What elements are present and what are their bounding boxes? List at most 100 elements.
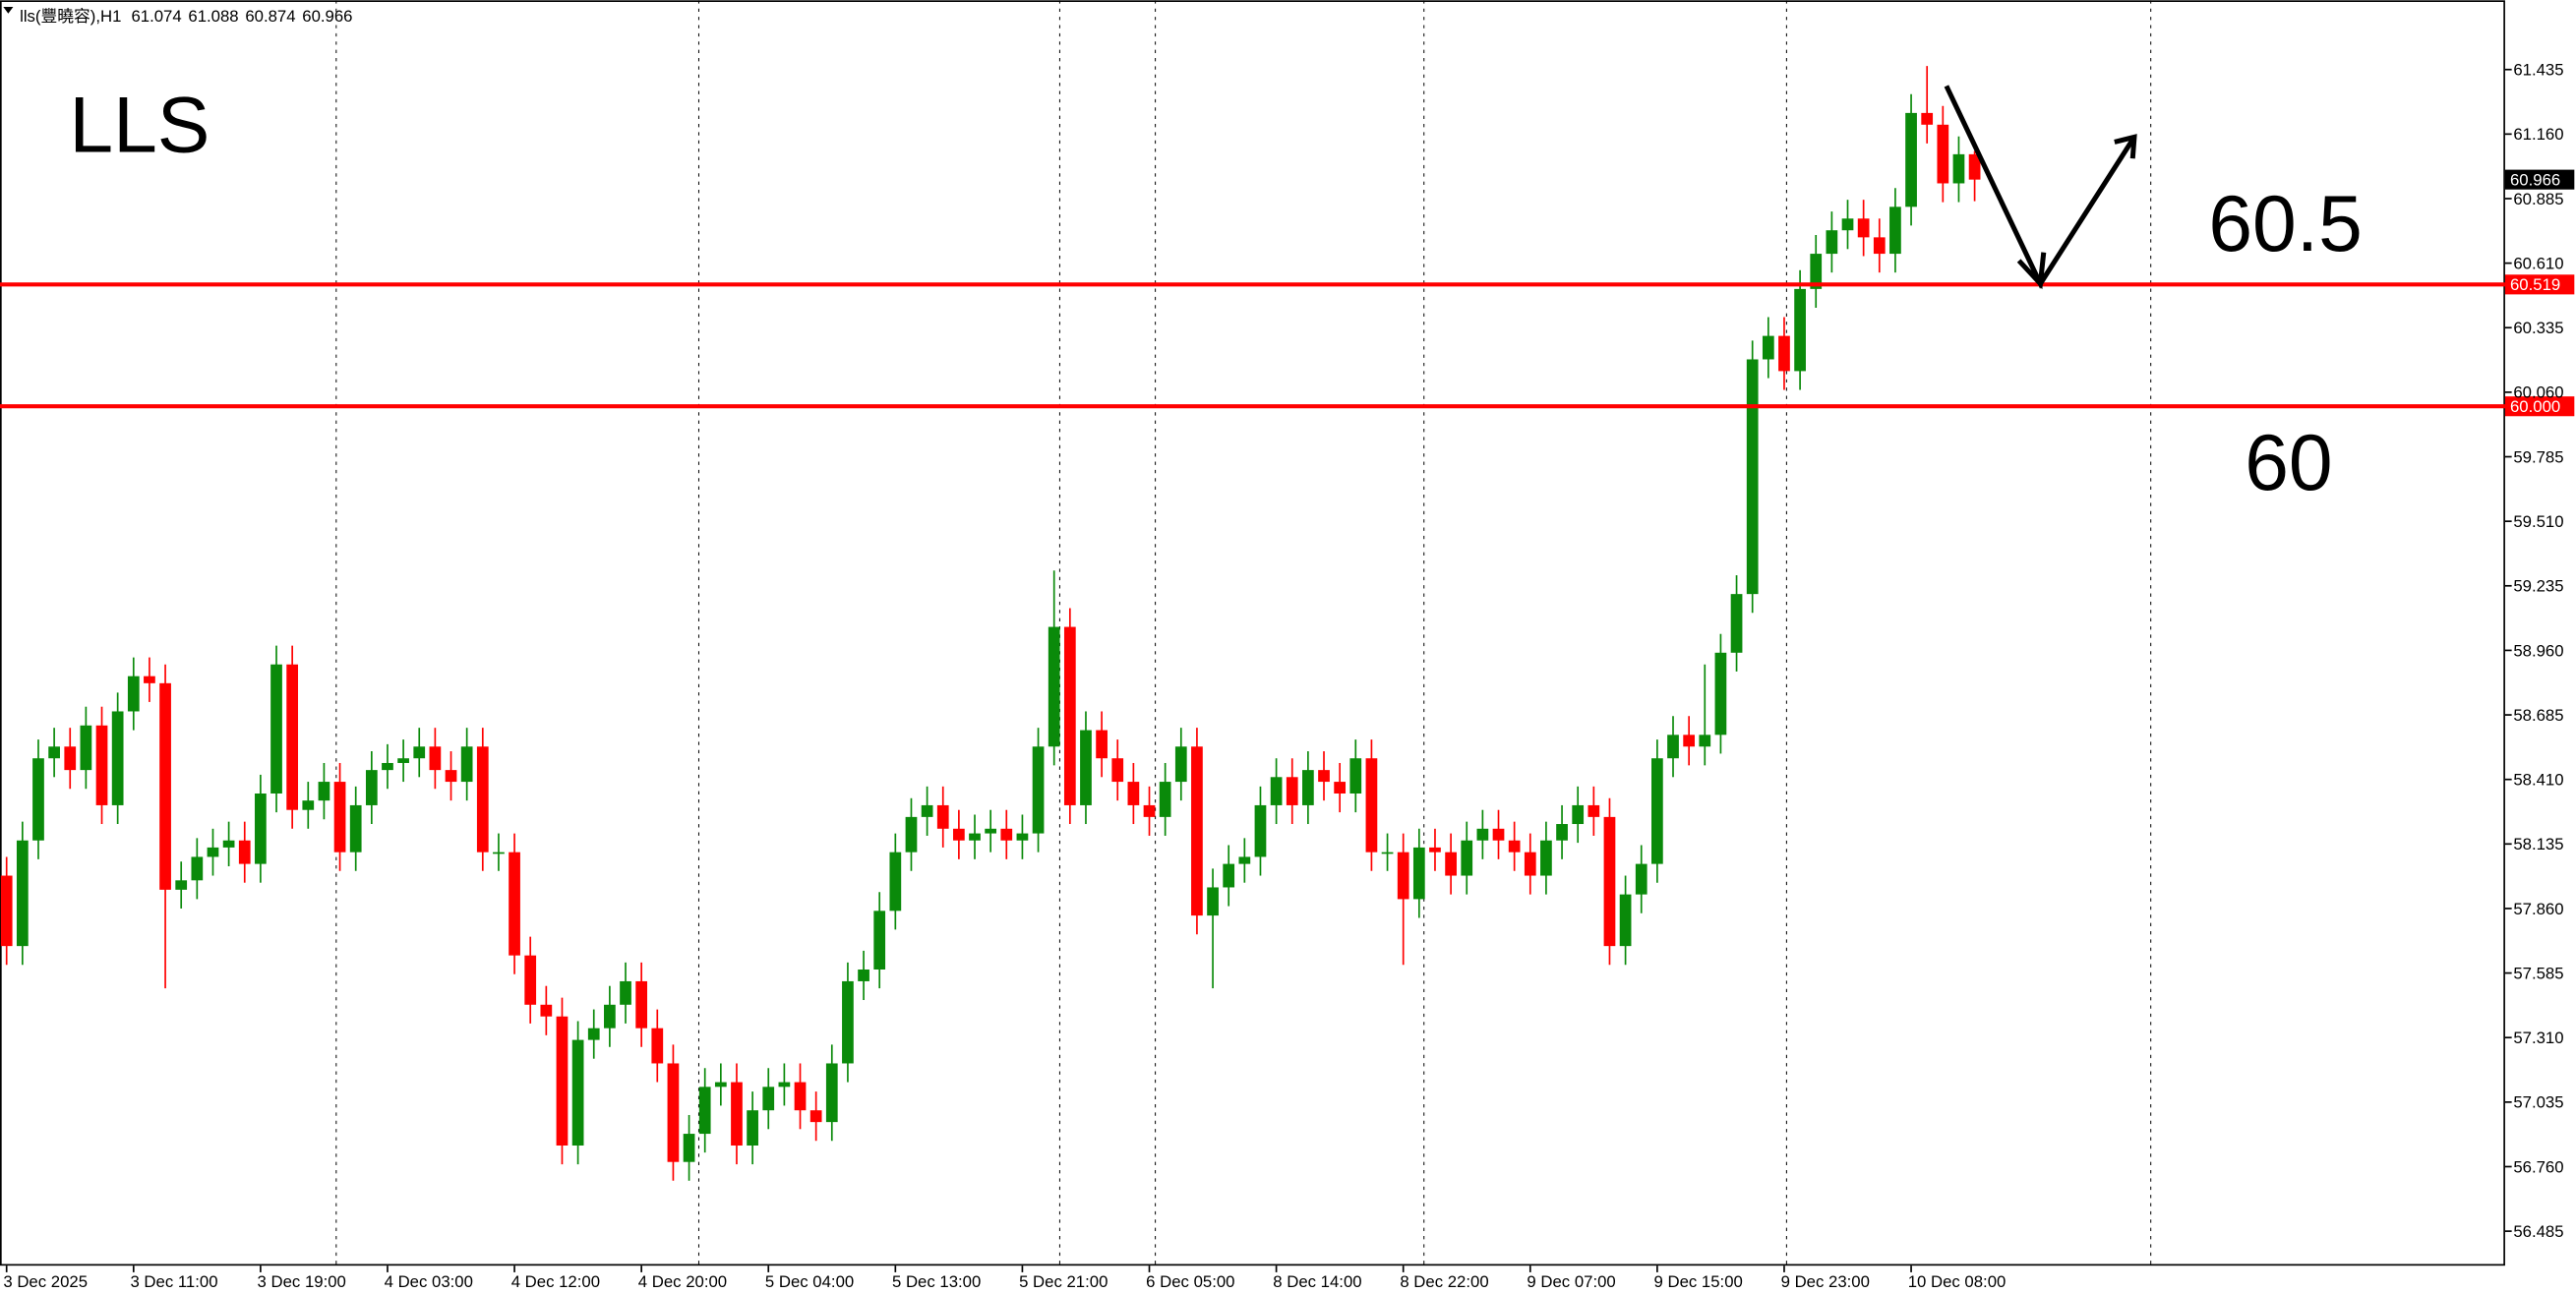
candle-body: [255, 794, 267, 864]
candle-body: [587, 1028, 600, 1040]
level-label-box: [2504, 274, 2575, 295]
candle-body: [969, 833, 981, 841]
candle-body: [1492, 828, 1505, 841]
candle-body: [286, 664, 299, 810]
y-tick-label: 56.485: [2513, 1222, 2563, 1241]
candle-body: [95, 725, 108, 805]
candle-body: [1143, 804, 1156, 817]
plot-frame: [0, 0, 2505, 1266]
candle-body: [1540, 840, 1552, 876]
y-tick-label: 60.060: [2513, 383, 2563, 402]
candle-body: [1572, 804, 1585, 825]
candle-body: [48, 746, 60, 759]
candle-body: [429, 746, 442, 771]
level-label: 60.519: [2510, 275, 2560, 294]
candle-body: [460, 746, 473, 783]
y-tick-label: 56.760: [2513, 1157, 2563, 1176]
candle-body: [936, 804, 949, 829]
candle-body: [953, 828, 965, 841]
candle-body: [1762, 335, 1774, 360]
y-tick-label: 57.585: [2513, 964, 2563, 982]
candle-body: [1635, 863, 1647, 895]
candle-body: [1286, 777, 1298, 805]
x-tick-label: 5 Dec 04:00: [765, 1272, 854, 1291]
candle-body: [540, 1004, 553, 1017]
candle-body: [1730, 594, 1743, 653]
candle-body: [762, 1087, 775, 1111]
candle-body: [651, 1028, 664, 1064]
annotation: 60.5: [2208, 180, 2363, 268]
arrow-head: [2114, 134, 2137, 159]
candle-body: [1746, 359, 1759, 595]
header-high: 61.088: [188, 7, 238, 26]
candle-body: [1508, 840, 1521, 853]
y-tick-label: 58.135: [2513, 835, 2563, 853]
candle-body: [794, 1082, 807, 1111]
candle-body: [1254, 804, 1267, 857]
candle-body: [1349, 758, 1362, 794]
annotation: LLS: [69, 81, 210, 169]
marks: [0, 66, 1981, 1181]
candle-body: [1461, 840, 1473, 876]
candle-body: [1000, 828, 1013, 841]
x-tick-label: 9 Dec 15:00: [1654, 1272, 1743, 1291]
candle-body: [1270, 777, 1283, 805]
candle-body: [1683, 735, 1696, 747]
candle-body: [747, 1110, 758, 1147]
candle-body: [714, 1082, 727, 1088]
candle-body: [778, 1082, 791, 1088]
candle-body: [731, 1082, 743, 1147]
candle-body: [382, 762, 393, 771]
candle-body: [413, 746, 426, 759]
candle-body: [1714, 652, 1727, 735]
candle-body: [222, 840, 235, 848]
candle-body: [1223, 863, 1235, 888]
candle-body: [1810, 254, 1823, 289]
candle-body: [1619, 894, 1632, 947]
candle-body: [111, 711, 124, 805]
x-tick-label: 9 Dec 07:00: [1527, 1272, 1615, 1291]
y-tick-label: 57.310: [2513, 1029, 2563, 1047]
y-tick-label: 58.960: [2513, 641, 2563, 660]
candle-body: [1651, 758, 1663, 864]
candle-body: [1397, 852, 1409, 900]
candle-body: [873, 911, 886, 970]
candle-body: [905, 816, 918, 853]
candle-body: [1556, 824, 1568, 841]
candle-body: [667, 1063, 680, 1162]
y-tick-label: 59.510: [2513, 512, 2563, 531]
candle-body: [1159, 782, 1171, 817]
candle-body: [1016, 833, 1029, 841]
candle-body: [1302, 770, 1314, 805]
x-tick-label: 10 Dec 08:00: [1908, 1272, 2007, 1291]
candle-body: [1412, 847, 1425, 900]
candle-body: [318, 782, 330, 801]
candle-body: [858, 970, 869, 981]
candle-body: [144, 676, 155, 683]
candle-body: [159, 682, 171, 890]
candle-body: [1111, 758, 1124, 783]
last-price-label: 60.966: [2510, 171, 2560, 190]
candle-body: [509, 852, 520, 956]
candle-body: [683, 1134, 695, 1162]
candle-body: [556, 1016, 569, 1147]
candle-body: [1588, 804, 1600, 817]
candle-body: [349, 804, 362, 853]
candle-body: [1857, 218, 1870, 238]
candle-body: [1032, 746, 1045, 834]
candle-body: [32, 758, 44, 841]
annotation: 60: [2245, 419, 2332, 507]
candle-body: [1826, 230, 1838, 255]
candle-body: [524, 955, 537, 1005]
candle-body: [493, 852, 505, 854]
y-tick-label: 57.860: [2513, 900, 2563, 918]
x-tick-label: 6 Dec 05:00: [1146, 1272, 1234, 1291]
candle-body: [1238, 856, 1251, 864]
candle-body: [1667, 735, 1679, 759]
candle-body: [1778, 335, 1790, 372]
candle-body: [1699, 735, 1711, 747]
candle-body: [571, 1039, 584, 1147]
candle-body: [365, 770, 378, 805]
candle-body: [1191, 746, 1203, 916]
candle-body: [127, 676, 140, 712]
